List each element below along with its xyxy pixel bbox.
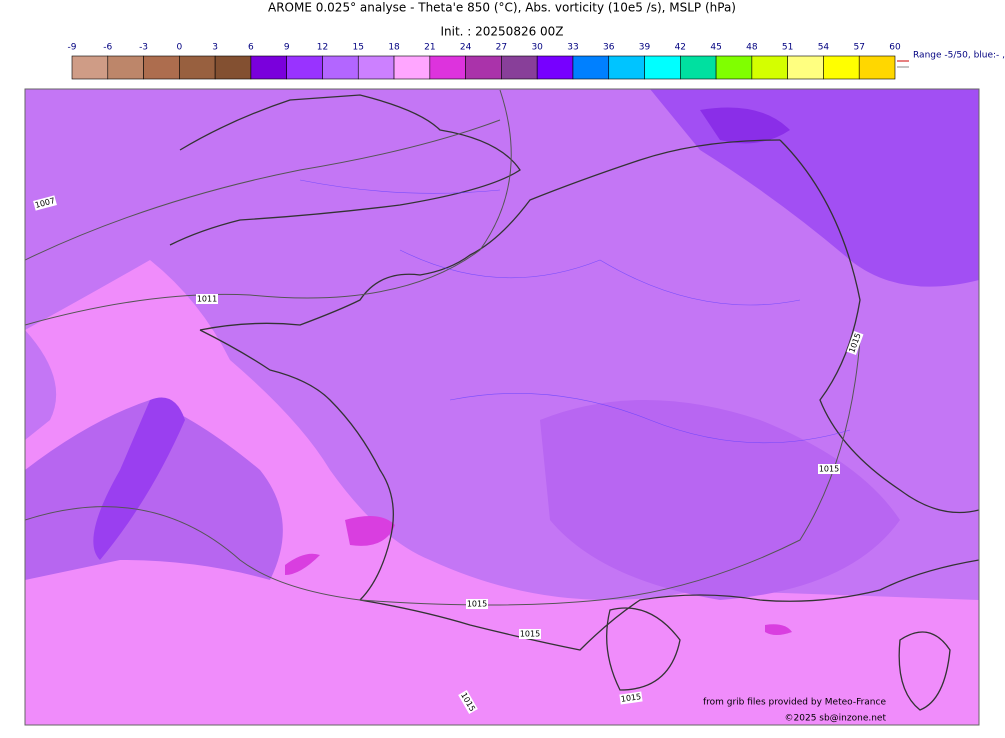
warm-core — [345, 516, 395, 546]
colorbar-box — [286, 55, 323, 80]
colorbar-tick-label: -9 — [68, 43, 77, 53]
colorbar-tick-label: -3 — [139, 43, 148, 53]
isobar-label: 1015 — [818, 464, 840, 474]
colorbar-box — [680, 55, 717, 80]
vorticity-contours — [299, 179, 851, 444]
colorbar-tick-label: 3 — [212, 43, 218, 53]
colorbar-box — [858, 55, 896, 80]
colorbar-box — [250, 55, 287, 80]
colorbar-box — [357, 55, 395, 80]
colorbar-tick-label: 12 — [317, 43, 328, 53]
colorbar-box — [787, 55, 824, 80]
warm-core — [765, 624, 792, 635]
colorbar-tick-label: 6 — [248, 43, 254, 53]
colorbar-box — [751, 55, 788, 80]
area — [540, 400, 900, 600]
colorbar-tick-label: 33 — [567, 43, 578, 53]
colorbar-box — [644, 55, 681, 80]
area — [25, 400, 283, 580]
colorbar-box — [501, 55, 538, 80]
colorbar-tick-label: 39 — [639, 43, 651, 53]
isobar-value: 1011 — [197, 295, 217, 304]
colorbar-tick-label: 48 — [746, 43, 758, 53]
colorbar: -9 -6 -3 0 3 6 9 12 15 18 21 24 27 30 33 36 39 42 45 48 51 54… — [68, 43, 901, 80]
colorbar-box — [393, 55, 431, 80]
range-note: Range -5/50, blue:- , r — [913, 51, 1005, 61]
colorbar-box — [429, 55, 466, 80]
colorbar-tick-label: 0 — [176, 43, 182, 53]
colorbar-box — [214, 55, 252, 80]
colorbar-box — [107, 55, 144, 80]
colorbar-tick-label: 15 — [353, 43, 364, 53]
cool-area — [93, 397, 185, 560]
colorbar-box — [179, 55, 216, 80]
title: AROME 0.025° analyse - Theta'e 850 (°C),… — [268, 1, 736, 15]
colorbar-box — [322, 55, 359, 80]
isobar-label-bg — [458, 689, 478, 715]
area — [25, 330, 57, 440]
cool-area — [700, 107, 790, 144]
colorbar-tick-label: 57 — [853, 43, 864, 53]
isobar-label-bg — [818, 464, 840, 474]
isobar-label: 1011 — [196, 294, 218, 304]
isobar-label-bg — [619, 691, 643, 705]
colorbar-tick-label: 9 — [284, 43, 290, 53]
colorbar-box — [71, 55, 109, 80]
isobar-value: 1015 — [467, 600, 487, 609]
colorbar-box — [536, 55, 574, 80]
warm-core — [285, 553, 320, 575]
colorbar-tick-label: 21 — [424, 43, 435, 53]
map — [25, 89, 979, 725]
colorbar-tick-label: 60 — [889, 43, 901, 53]
isobar-value: 1015 — [520, 630, 540, 639]
isobar-label: 1015 — [519, 629, 541, 639]
colorbar-box — [143, 55, 180, 80]
map-frame — [24, 88, 980, 726]
isobar-label: 1015 — [466, 599, 488, 609]
colorbar-tick-label: 51 — [782, 43, 793, 53]
colorbar-box — [823, 55, 860, 80]
colorbar-tick-label: 42 — [675, 43, 686, 53]
isobar-value: 1015 — [620, 692, 641, 704]
isobar-label: 1015 — [619, 691, 643, 705]
isobar-label-bg — [846, 330, 864, 356]
isobar-label-bg — [33, 195, 57, 211]
colorbar-box — [465, 55, 502, 80]
isobar-lines — [25, 89, 861, 606]
coastlines — [169, 94, 979, 711]
source-credit: from grib files provided by Meteo-France — [703, 698, 886, 708]
colorbar-tick-label: 24 — [460, 43, 472, 53]
warm-area — [25, 260, 979, 725]
colorbar-tick-label: 36 — [603, 43, 615, 53]
init-time: Init. : 20250826 00Z — [440, 25, 563, 39]
colorbar-tick-label: 45 — [710, 43, 721, 53]
isobar-value: 1015 — [819, 465, 839, 474]
colorbar-box — [608, 55, 645, 80]
isobar-label-bg — [466, 599, 488, 609]
colorbar-tick-label: 54 — [818, 43, 830, 53]
colorbar-box — [715, 55, 753, 80]
colorbar-tick-label: 27 — [496, 43, 507, 53]
colorbar-tick-label: -6 — [103, 43, 112, 53]
isobar-label-bg — [196, 294, 218, 304]
colorbar-tick-label: 18 — [388, 43, 400, 53]
isobar-label-bg — [519, 629, 541, 639]
isobar-label: 1007 — [33, 195, 57, 211]
colorbar-tick-label: 30 — [531, 43, 543, 53]
copyright: ©2025 sb@inzone.net — [785, 714, 887, 724]
colorbar-box — [572, 55, 610, 80]
